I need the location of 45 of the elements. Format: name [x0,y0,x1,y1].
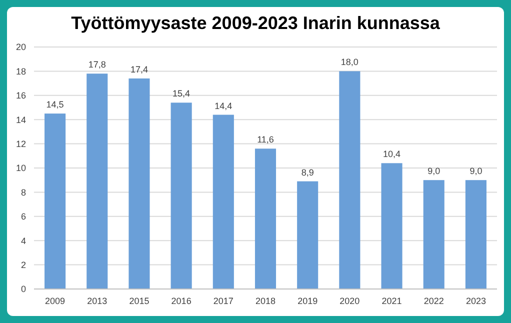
bar [423,180,444,289]
bar [170,102,192,289]
x-tick-label: 2023 [466,296,486,306]
bar [381,163,402,289]
bar [254,148,276,289]
data-label: 8,9 [301,167,314,178]
y-tick-label: 0 [20,284,26,294]
data-label: 10,4 [383,149,401,160]
y-tick-label: 12 [16,138,26,149]
bar [339,71,360,289]
y-tick-label: 18 [16,66,26,76]
data-label: 17,8 [88,60,106,70]
x-tick-label: 2013 [87,296,108,306]
y-tick-label: 2 [20,260,26,270]
x-tick-label: 2017 [213,296,234,306]
bar [297,181,318,289]
data-label: 14,4 [214,100,232,111]
x-tick-label: 2019 [298,296,318,306]
y-tick-label: 4 [20,236,26,246]
x-tick-label: 2018 [255,296,276,306]
y-tick-label: 6 [20,212,26,222]
data-label: 18,0 [340,57,358,68]
y-tick-label: 16 [16,90,26,101]
x-tick-label: 2015 [129,296,150,306]
x-tick-label: 2021 [382,296,402,306]
data-label: 11,6 [257,134,274,145]
data-label: 9,0 [428,166,440,176]
x-tick-label: 2016 [171,296,192,306]
data-label: 9,0 [470,166,482,176]
data-label: 15,4 [172,88,190,99]
y-tick-label: 10 [16,163,26,174]
bar [86,74,108,289]
bar [212,114,234,289]
y-tick-label: 8 [20,187,26,198]
bar [128,78,150,289]
data-label: 14,5 [46,100,64,110]
x-tick-label: 2009 [45,296,66,306]
x-tick-label: 2022 [424,296,444,306]
y-tick-label: 14 [16,114,26,125]
y-tick-label: 20 [16,42,26,52]
bar [465,180,486,289]
bar [44,114,66,289]
data-label: 17,4 [130,64,148,74]
chart-title: Työttömyysaste 2009-2023 Inarin kunnassa [71,13,441,33]
x-tick-label: 2020 [340,296,360,306]
